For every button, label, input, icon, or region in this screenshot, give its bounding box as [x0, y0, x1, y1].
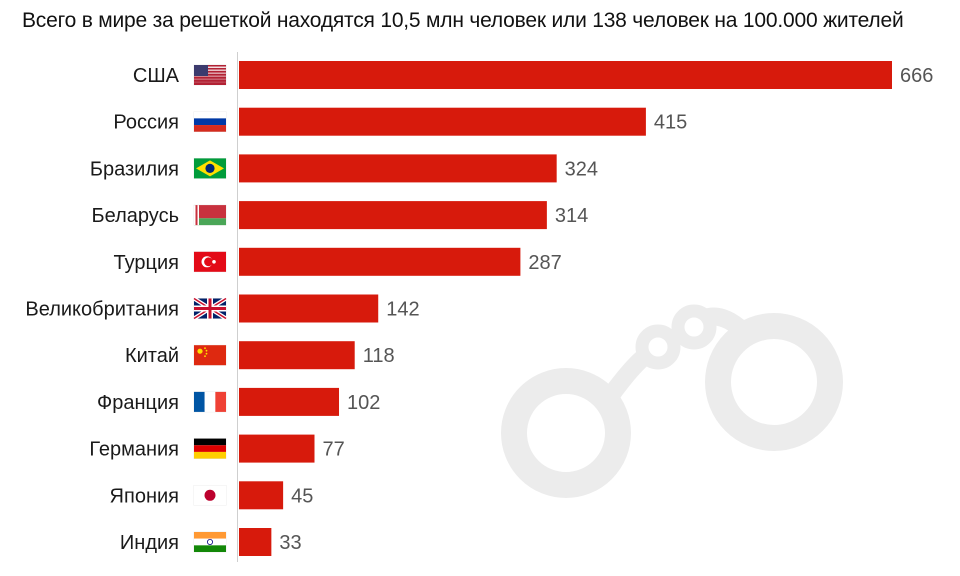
value-label: 415 [654, 112, 687, 134]
bar-2 [239, 107, 646, 136]
bar-6 [239, 294, 379, 323]
value-label: 77 [322, 439, 344, 461]
value-label: 45 [291, 485, 313, 507]
category-label: Германия [89, 439, 179, 461]
bar-10 [239, 481, 284, 510]
value-label: 324 [565, 158, 598, 180]
uk-flag-icon [192, 296, 228, 321]
china-flag-icon [193, 344, 227, 366]
us-flag-icon [193, 64, 227, 86]
category-label: Индия [120, 532, 179, 554]
bar-7 [239, 341, 355, 370]
bar-9 [239, 434, 315, 463]
bar-4 [239, 201, 547, 230]
japan-flag-icon [193, 484, 227, 506]
brazil-flag-icon [193, 158, 227, 179]
category-label: США [133, 65, 180, 87]
category-label: Китай [125, 345, 179, 367]
category-label: Бразилия [90, 158, 179, 180]
chart-title: Всего в мире за решеткой находятся 10,5 … [22, 9, 904, 32]
value-label: 287 [528, 252, 561, 274]
germany-flag-icon [193, 438, 227, 459]
france-flag-icon [193, 391, 227, 413]
category-label: Турция [114, 252, 179, 274]
category-label: Россия [113, 112, 179, 134]
handcuffs-watermark-icon [501, 304, 843, 498]
value-label: 102 [347, 392, 380, 414]
value-label: 314 [555, 205, 588, 227]
bar-8 [239, 387, 340, 416]
bar-1 [239, 61, 892, 89]
category-label: Япония [110, 485, 179, 507]
bar-3 [239, 154, 557, 183]
value-label: 118 [363, 345, 395, 367]
value-label: 142 [386, 299, 419, 321]
turkey-flag-icon [193, 251, 227, 273]
category-label: Великобритания [25, 299, 179, 321]
value-label: 666 [900, 65, 933, 87]
category-label: Франция [97, 392, 179, 414]
india-flag-icon [193, 531, 227, 553]
bar-5 [239, 247, 521, 276]
belarus-flag-icon [193, 204, 227, 226]
value-label: 33 [279, 532, 301, 554]
russia-flag-icon [193, 111, 227, 132]
bar-11 [239, 528, 272, 556]
category-label: Беларусь [92, 205, 179, 227]
